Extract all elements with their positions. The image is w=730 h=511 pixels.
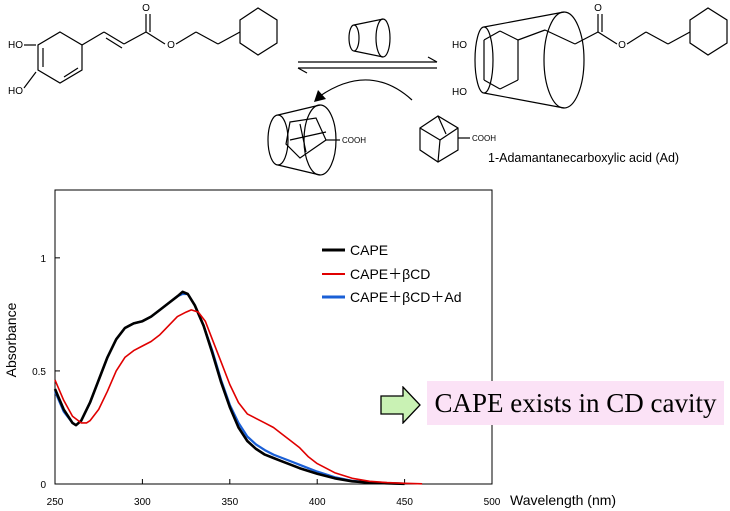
hydroxyl-label: HO (452, 87, 467, 98)
conclusion-box: CAPE exists in CD cavity (427, 381, 724, 425)
x-tick-label: 350 (221, 497, 238, 508)
x-tick-label: 400 (309, 497, 326, 508)
carboxyl-label: COOH (342, 136, 366, 145)
cyclodextrin-icon (348, 18, 391, 58)
cape-structure (23, 7, 278, 89)
svg-text:O: O (594, 3, 602, 14)
carboxyl-label: COOH (472, 134, 496, 143)
hydroxyl-label: HO (8, 40, 23, 51)
legend-label: CAPE (350, 242, 388, 258)
series-line-1 (53, 290, 405, 486)
legend: CAPE CAPE＋βCD CAPE＋βCD＋Ad (322, 242, 462, 305)
x-axis-label: Wavelength (nm) (510, 492, 616, 508)
y-tick-label: 0.5 (32, 367, 46, 378)
x-tick-label: 300 (134, 497, 151, 508)
hydroxyl-label: HO (452, 40, 467, 51)
cape-cd-complex (474, 7, 728, 109)
inclusion-reaction-scheme: O O O O HO HO HO HO COOH COOH 1-Adamanta… (8, 3, 728, 176)
plot-frame (54, 189, 493, 485)
legend-label: CAPE＋βCD＋Ad (350, 289, 462, 305)
x-tick-label: 250 (47, 497, 64, 508)
svg-text:O: O (618, 40, 626, 51)
adamantane-structure (419, 115, 470, 163)
y-tick-label: 1 (40, 254, 46, 265)
equilibrium-arrows (297, 56, 438, 74)
series-line-3 (53, 292, 405, 485)
displacement-arrow (319, 79, 413, 101)
x-tick-label: 500 (484, 497, 501, 508)
absorbance-chart: 250 300 350 400 450 500 0 0.5 1 Absorbance Wavel… (3, 189, 616, 508)
legend-label: CAPE＋βCD (350, 266, 430, 282)
conclusion-arrow-icon (380, 386, 421, 424)
series-line-2 (54, 309, 423, 485)
adamantane-label: 1-Adamantanecarboxylic acid (Ad) (488, 151, 679, 165)
y-axis-label: Absorbance (3, 302, 19, 377)
hydroxyl-label: HO (8, 86, 23, 97)
y-tick-label: 0 (40, 480, 46, 491)
svg-text:O: O (167, 40, 175, 51)
x-tick-label: 450 (396, 497, 413, 508)
svg-text:O: O (142, 3, 150, 14)
cd-adamantane-complex (267, 104, 340, 176)
